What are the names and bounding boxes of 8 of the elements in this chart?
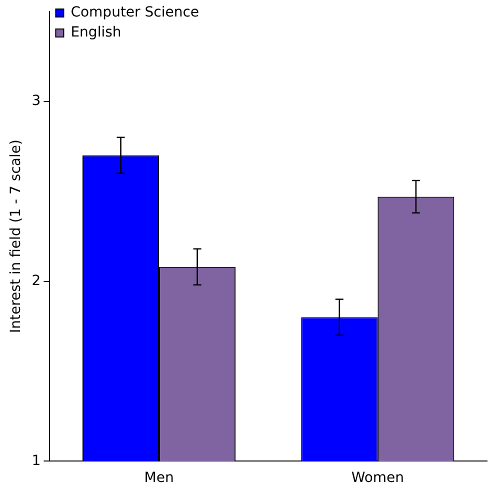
- legend-label: English: [70, 24, 122, 41]
- y-tick-label: 2: [32, 272, 41, 289]
- x-tick-label: Men: [144, 470, 174, 486]
- legend-label: Computer Science: [70, 4, 200, 21]
- y-tick-label: 1: [32, 452, 41, 469]
- y-axis-title: Interest in field (1 - 7 scale): [8, 140, 24, 334]
- x-tick-label: Women: [351, 470, 404, 486]
- y-tick-label: 3: [32, 93, 41, 109]
